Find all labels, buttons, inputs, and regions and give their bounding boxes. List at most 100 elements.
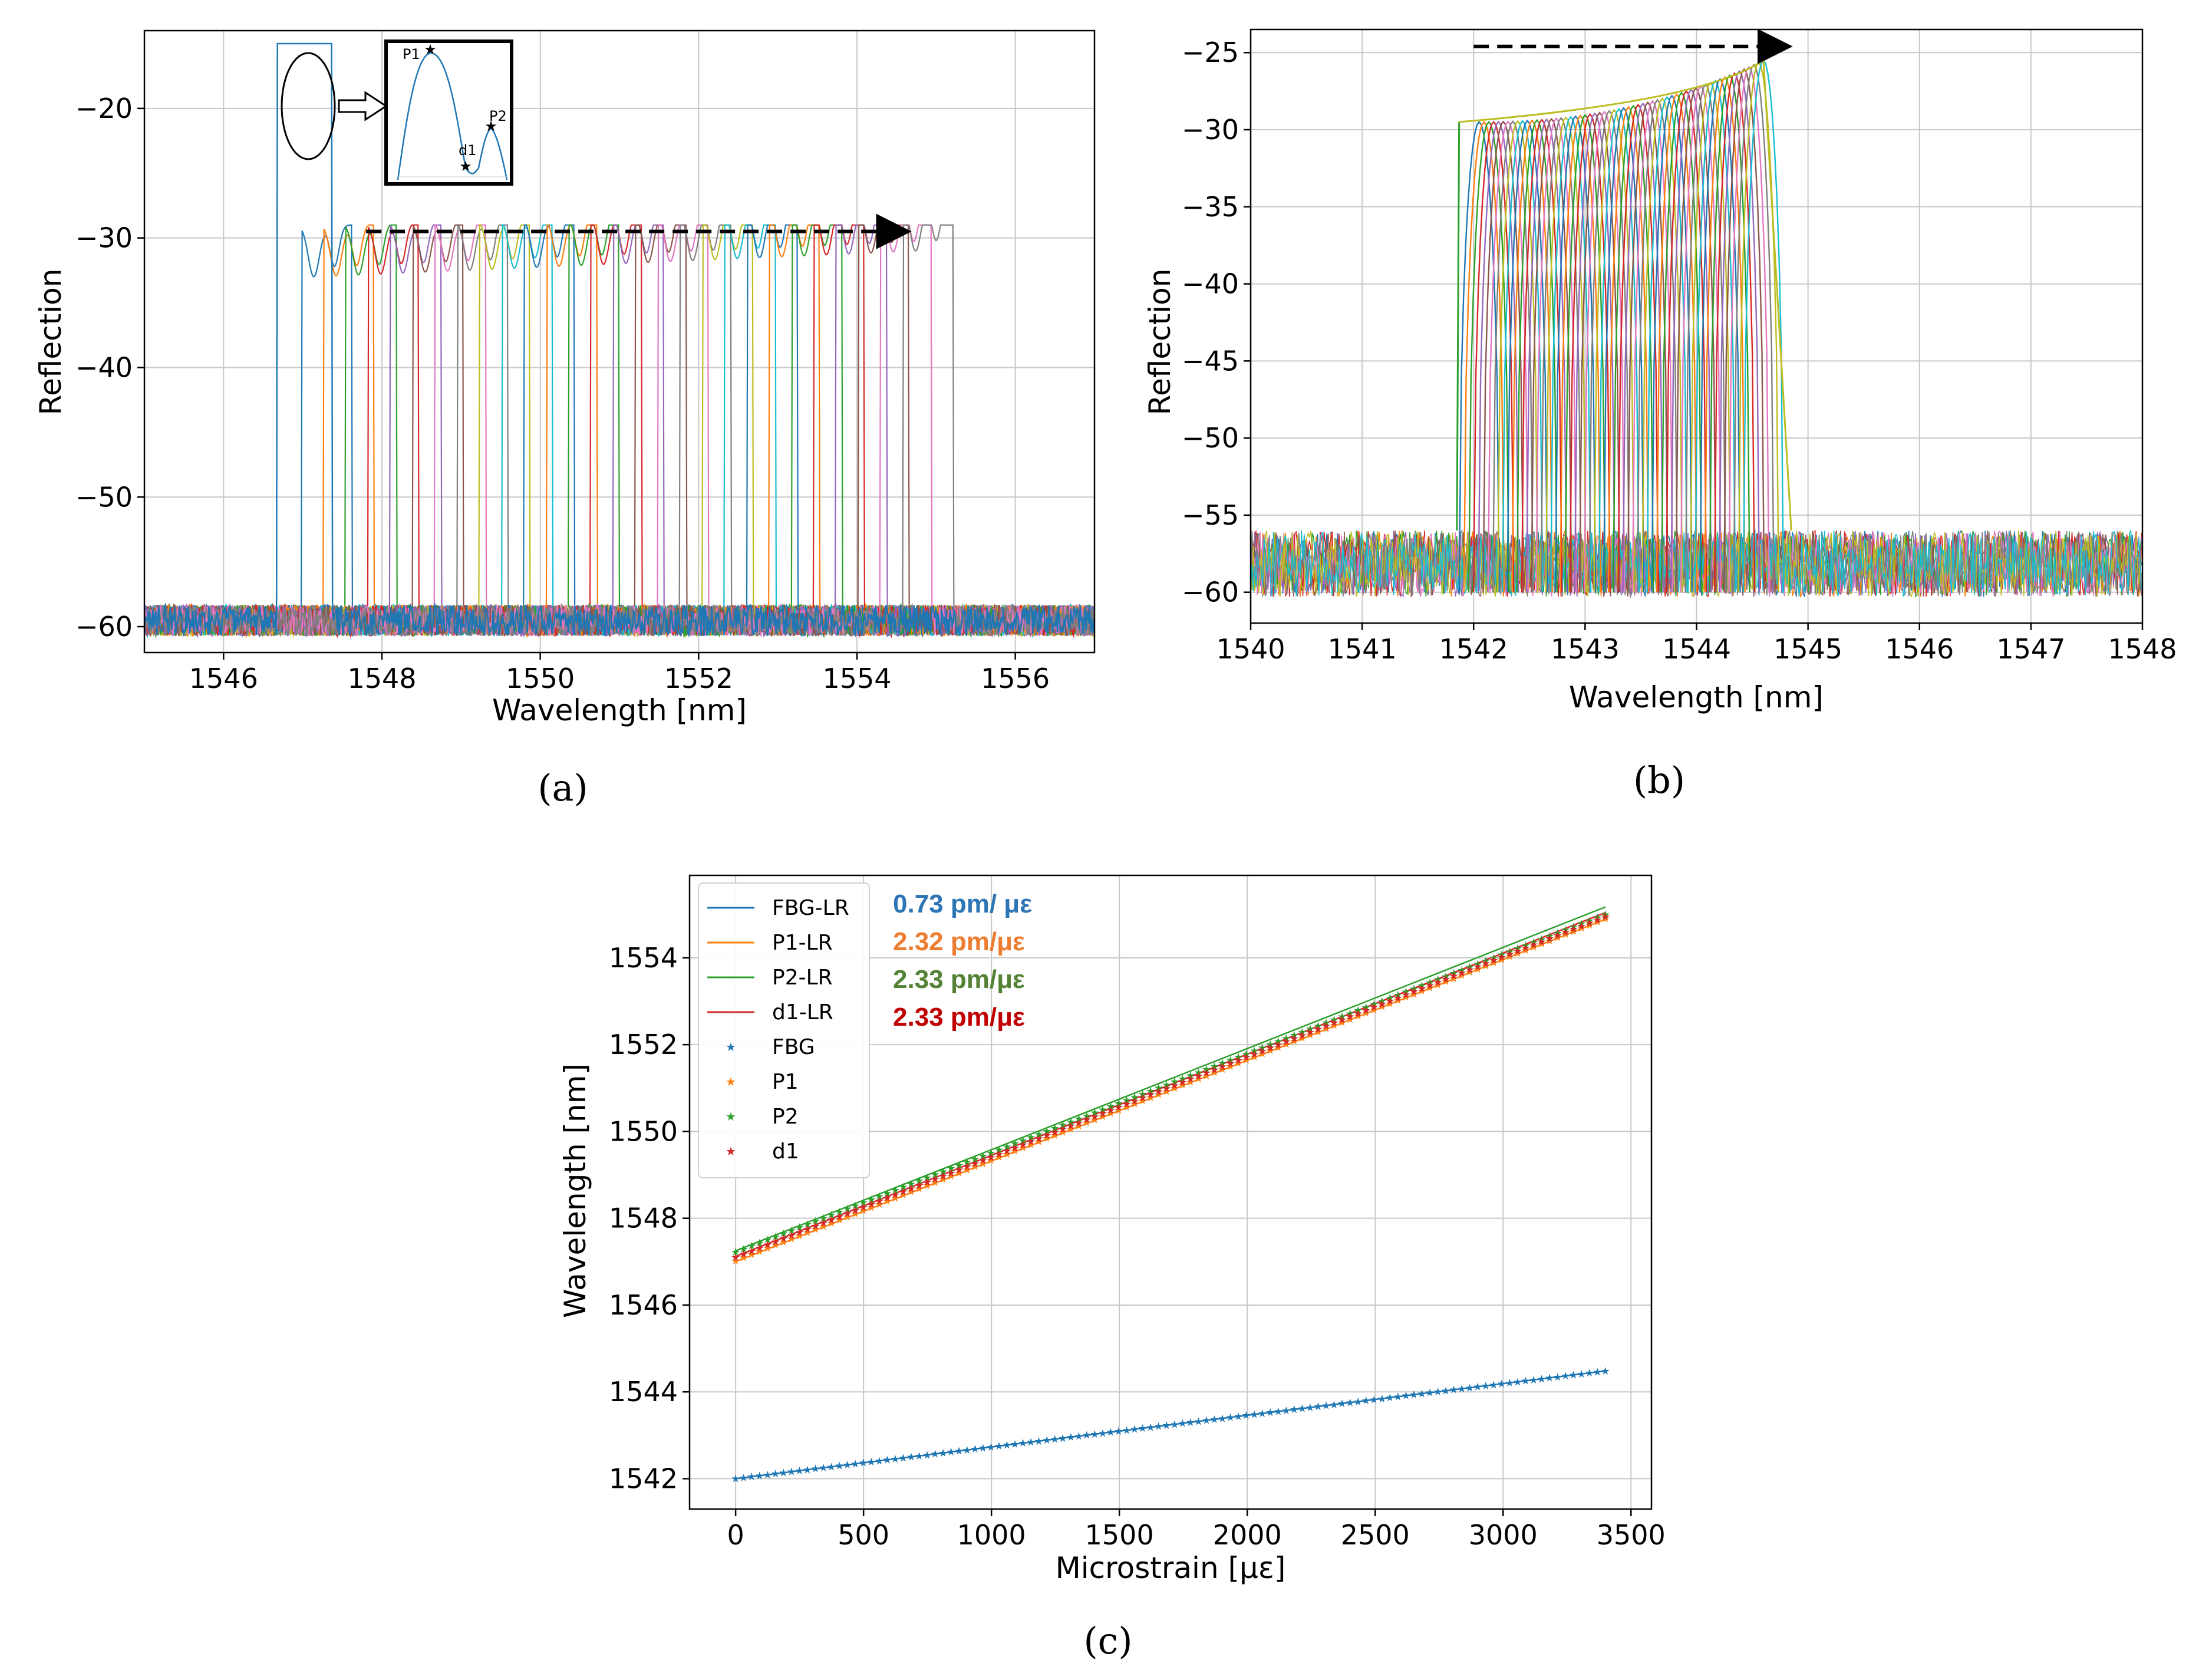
spectrum-line bbox=[1631, 100, 1674, 592]
point-p2: ★ bbox=[1409, 983, 1419, 995]
point-fbg: ★ bbox=[1545, 1372, 1554, 1385]
point-fbg: ★ bbox=[819, 1462, 828, 1474]
point-fbg: ★ bbox=[1601, 1365, 1610, 1378]
point-fbg: ★ bbox=[1130, 1424, 1139, 1436]
legend-label: P2-LR bbox=[772, 966, 833, 990]
point-d1: ★ bbox=[1010, 1142, 1020, 1154]
point-p1: ★ bbox=[1234, 1057, 1243, 1069]
point-fbg: ★ bbox=[922, 1449, 932, 1461]
spectrum-line bbox=[1535, 117, 1577, 592]
point-fbg: ★ bbox=[1417, 1388, 1426, 1400]
legend-marker: ★ bbox=[726, 1109, 736, 1124]
point-p1: ★ bbox=[1305, 1029, 1315, 1042]
fbg-spectrum-line bbox=[143, 42, 1096, 638]
point-fbg: ★ bbox=[1249, 1409, 1259, 1421]
point-p1: ★ bbox=[1098, 1111, 1107, 1123]
point-p2: ★ bbox=[1577, 918, 1586, 930]
x-tick-label: 1548 bbox=[2108, 633, 2177, 665]
point-p1: ★ bbox=[938, 1173, 948, 1185]
point-d1: ★ bbox=[1369, 1002, 1379, 1014]
point-p2: ★ bbox=[771, 1231, 780, 1243]
point-fbg: ★ bbox=[1186, 1417, 1195, 1429]
point-fbg: ★ bbox=[1481, 1380, 1491, 1392]
point-d1: ★ bbox=[1433, 976, 1442, 989]
point-p1: ★ bbox=[747, 1249, 756, 1261]
spectrum-line bbox=[1545, 116, 1587, 592]
point-p1: ★ bbox=[771, 1239, 780, 1251]
point-p1: ★ bbox=[962, 1164, 972, 1176]
point-p2: ★ bbox=[1242, 1048, 1251, 1060]
point-fbg: ★ bbox=[1305, 1402, 1315, 1414]
point-d1: ★ bbox=[1513, 945, 1522, 957]
point-p1: ★ bbox=[1417, 985, 1426, 997]
point-p2: ★ bbox=[827, 1209, 836, 1221]
point-d1: ★ bbox=[1353, 1007, 1363, 1020]
point-d1: ★ bbox=[978, 1155, 988, 1167]
point-p2: ★ bbox=[1401, 986, 1410, 999]
point-p2: ★ bbox=[810, 1215, 820, 1228]
point-d1: ★ bbox=[1465, 964, 1475, 976]
point-p1: ★ bbox=[1337, 1016, 1347, 1029]
point-p2: ★ bbox=[1513, 943, 1522, 955]
point-d1: ★ bbox=[1593, 914, 1602, 926]
point-p1: ★ bbox=[1393, 994, 1403, 1007]
spectrum-line bbox=[143, 224, 1096, 638]
point-d1: ★ bbox=[755, 1242, 764, 1254]
y-tick-label: 1548 bbox=[609, 1203, 678, 1234]
spectrum-line bbox=[1670, 88, 1712, 592]
point-fbg: ★ bbox=[1297, 1403, 1307, 1415]
legend-label: P2 bbox=[772, 1105, 799, 1129]
point-d1: ★ bbox=[938, 1170, 948, 1182]
point-fbg: ★ bbox=[1393, 1391, 1403, 1403]
spectrum-line bbox=[1593, 108, 1635, 592]
point-p2: ★ bbox=[803, 1218, 812, 1231]
point-p1: ★ bbox=[763, 1243, 772, 1255]
point-d1: ★ bbox=[1178, 1076, 1187, 1089]
point-fbg: ★ bbox=[970, 1443, 980, 1455]
point-fbg: ★ bbox=[1425, 1387, 1435, 1399]
point-p1: ★ bbox=[1178, 1079, 1187, 1092]
point-p1: ★ bbox=[1050, 1129, 1060, 1142]
spectrum-line bbox=[1554, 115, 1597, 592]
point-p1: ★ bbox=[1114, 1104, 1123, 1116]
point-fbg: ★ bbox=[978, 1442, 988, 1455]
point-p1: ★ bbox=[859, 1205, 868, 1217]
x-tick-label: 1550 bbox=[506, 663, 575, 694]
point-p1: ★ bbox=[1377, 1001, 1387, 1013]
point-p2: ★ bbox=[986, 1147, 995, 1159]
spectrum-line bbox=[1511, 119, 1553, 592]
point-d1: ★ bbox=[1449, 970, 1459, 983]
point-p2: ★ bbox=[1553, 927, 1562, 940]
point-fbg: ★ bbox=[1258, 1408, 1267, 1420]
point-fbg: ★ bbox=[827, 1461, 836, 1473]
point-fbg: ★ bbox=[1066, 1431, 1076, 1444]
spectrum-line bbox=[1660, 91, 1703, 592]
point-fbg: ★ bbox=[1321, 1399, 1331, 1412]
y-tick-label: −45 bbox=[1182, 345, 1239, 377]
x-tick-label: 1500 bbox=[1085, 1519, 1154, 1551]
point-d1: ★ bbox=[1529, 939, 1538, 951]
point-d1: ★ bbox=[1290, 1033, 1299, 1045]
point-p2: ★ bbox=[1162, 1079, 1171, 1091]
point-p1: ★ bbox=[906, 1186, 916, 1198]
x-tick-label: 1552 bbox=[664, 663, 733, 694]
point-d1: ★ bbox=[954, 1164, 964, 1176]
point-fbg: ★ bbox=[914, 1450, 924, 1462]
point-p2: ★ bbox=[1545, 930, 1554, 943]
spectrum-line bbox=[1496, 120, 1539, 592]
x-tick-label: 2000 bbox=[1213, 1519, 1282, 1551]
point-fbg: ★ bbox=[1521, 1375, 1530, 1388]
x-tick-label: 3000 bbox=[1469, 1519, 1538, 1551]
point-p1: ★ bbox=[1593, 916, 1602, 928]
x-tick-label: 1000 bbox=[957, 1519, 1026, 1551]
spectrum-line bbox=[1613, 104, 1654, 592]
y-tick-label: 1542 bbox=[609, 1462, 678, 1494]
point-fbg: ★ bbox=[1098, 1427, 1107, 1439]
point-p1: ★ bbox=[731, 1255, 740, 1267]
point-fbg: ★ bbox=[1513, 1376, 1522, 1388]
spectrum-line bbox=[1646, 95, 1688, 592]
point-d1: ★ bbox=[803, 1223, 812, 1236]
point-d1: ★ bbox=[1489, 954, 1498, 967]
point-p2: ★ bbox=[1170, 1076, 1179, 1088]
point-d1: ★ bbox=[947, 1167, 956, 1180]
